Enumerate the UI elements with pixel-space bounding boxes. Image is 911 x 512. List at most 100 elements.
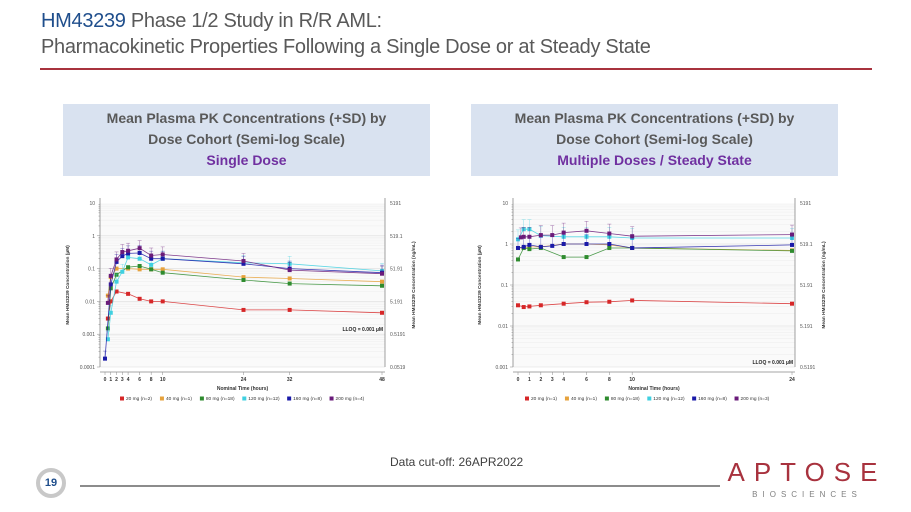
legend-label: 20 mg (n=2) bbox=[126, 396, 152, 402]
legend-label: 80 mg (n=18) bbox=[206, 396, 235, 402]
y-tick-label: 0.001 bbox=[495, 365, 508, 371]
data-point bbox=[287, 281, 292, 286]
data-point bbox=[790, 232, 794, 237]
y-tick-label: 1 bbox=[92, 234, 95, 240]
company-logo: APTOSE BIOSCIENCES bbox=[727, 458, 887, 499]
y-right-tick-label: 0.5191 bbox=[800, 365, 816, 371]
panel-line-1: Mean Plasma PK Concentrations (+SD) by bbox=[106, 110, 387, 126]
data-point bbox=[550, 233, 555, 238]
y-right-tick-label: 5191 bbox=[800, 201, 811, 207]
data-point bbox=[561, 301, 566, 306]
data-point bbox=[538, 233, 543, 238]
data-point bbox=[607, 299, 612, 304]
data-point bbox=[160, 256, 165, 261]
data-point bbox=[287, 268, 292, 273]
data-point bbox=[149, 299, 154, 304]
y-right-tick-label: 5.191 bbox=[390, 299, 403, 305]
data-point bbox=[527, 242, 532, 247]
x-tick-label: 8 bbox=[150, 377, 153, 383]
x-tick-label: 48 bbox=[379, 377, 385, 383]
data-point bbox=[584, 300, 589, 305]
x-tick-label: 0 bbox=[517, 377, 520, 383]
y-tick-label: 1 bbox=[505, 242, 508, 248]
data-point bbox=[137, 246, 142, 251]
series-line bbox=[517, 243, 793, 249]
x-tick-label: 3 bbox=[121, 377, 124, 383]
legend-label: 120 mg (n=12) bbox=[653, 396, 685, 402]
panel-single-dose: Mean Plasma PK Concentrations (+SD) by D… bbox=[63, 104, 430, 176]
data-point bbox=[160, 267, 165, 272]
data-point bbox=[607, 231, 612, 236]
data-point bbox=[790, 301, 794, 306]
x-tick-label: 2 bbox=[115, 377, 118, 383]
title-divider bbox=[40, 68, 872, 70]
x-tick-label: 8 bbox=[608, 377, 611, 383]
data-point bbox=[584, 242, 589, 246]
panel-line-2: Dose Cohort (Semi-log Scale) bbox=[148, 131, 345, 147]
y-tick-label: 0.01 bbox=[85, 299, 95, 305]
x-tick-label: 4 bbox=[127, 377, 130, 383]
legend-label: 80 mg (n=18) bbox=[611, 396, 640, 402]
data-point bbox=[114, 289, 119, 294]
data-point bbox=[630, 245, 635, 250]
x-tick-label: 10 bbox=[160, 377, 166, 383]
data-point bbox=[149, 262, 154, 267]
data-point bbox=[137, 267, 142, 272]
data-point bbox=[550, 243, 555, 248]
data-point bbox=[516, 303, 520, 308]
data-point bbox=[584, 228, 589, 233]
footer-divider bbox=[80, 485, 720, 487]
data-point bbox=[527, 304, 532, 309]
y-tick-label: 0.1 bbox=[501, 283, 508, 289]
x-tick-label: 6 bbox=[138, 377, 141, 383]
data-point bbox=[108, 299, 113, 304]
x-tick-label: 6 bbox=[585, 377, 588, 383]
y-axis-label: Mean HM43239 Concentration (µM) bbox=[477, 245, 483, 325]
y-right-tick-label: 519.1 bbox=[800, 242, 813, 248]
data-point bbox=[521, 305, 526, 310]
legend-swatch bbox=[564, 396, 569, 401]
x-tick-label: 3 bbox=[551, 377, 554, 383]
data-point bbox=[105, 326, 110, 331]
panel-steady-state: Mean Plasma PK Concentrations (+SD) by D… bbox=[471, 104, 838, 176]
data-point bbox=[790, 248, 794, 253]
lloq-annotation: LLOQ = 0.001 µM bbox=[752, 360, 793, 366]
data-point bbox=[241, 261, 246, 266]
data-point bbox=[790, 242, 794, 247]
data-point bbox=[380, 279, 384, 284]
data-point bbox=[516, 257, 520, 262]
data-point bbox=[137, 264, 142, 269]
lloq-annotation: LLOQ = 0.001 µM bbox=[342, 327, 383, 333]
y-right-tick-label: 0.5191 bbox=[390, 332, 406, 338]
legend-swatch bbox=[242, 396, 247, 401]
y-right-tick-label: 0.0519 bbox=[390, 365, 406, 371]
x-axis-label: Nominal Time (hours) bbox=[217, 386, 269, 392]
y-right-tick-label: 5.191 bbox=[800, 324, 813, 330]
legend-swatch bbox=[287, 396, 292, 401]
y-axis-label: Mean HM43239 Concentration (µM) bbox=[65, 245, 71, 325]
x-tick-label: 32 bbox=[287, 377, 293, 383]
data-point bbox=[607, 245, 612, 250]
title-study: Phase 1/2 Study in R/R AML: bbox=[125, 10, 382, 32]
slide-subtitle: Pharmacokinetic Properties Following a S… bbox=[41, 36, 651, 58]
data-point bbox=[137, 250, 142, 255]
legend-label: 160 mg (n=8) bbox=[293, 396, 322, 402]
legend-swatch bbox=[120, 396, 124, 401]
data-point bbox=[105, 337, 110, 342]
data-point bbox=[108, 273, 113, 278]
page-number: 19 bbox=[36, 468, 66, 498]
data-point bbox=[630, 298, 635, 303]
legend-swatch bbox=[199, 396, 204, 401]
y-tick-label: 10 bbox=[89, 201, 95, 207]
x-tick-label: 0 bbox=[104, 377, 107, 383]
y-tick-label: 0.01 bbox=[498, 324, 508, 330]
y-tick-label: 0.001 bbox=[82, 332, 95, 338]
data-point bbox=[114, 279, 119, 284]
data-point bbox=[114, 266, 119, 271]
data-point bbox=[380, 310, 384, 315]
data-point bbox=[160, 270, 165, 275]
y-right-tick-label: 51.91 bbox=[390, 267, 403, 273]
x-tick-label: 24 bbox=[789, 377, 795, 383]
legend-label: 160 mg (n=8) bbox=[698, 396, 727, 402]
